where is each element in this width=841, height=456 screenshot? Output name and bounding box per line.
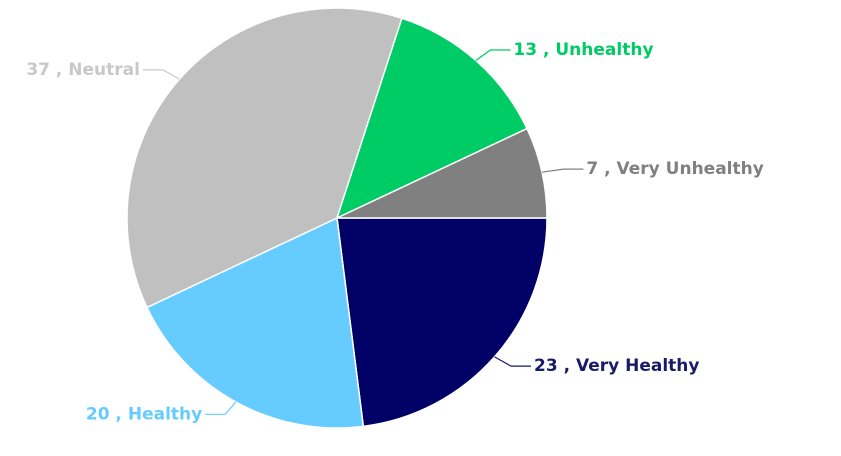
data-label: 13 , Unhealthy: [513, 40, 653, 60]
data-label: 20 , Healthy: [86, 404, 202, 424]
data-label: 7 , Very Unhealthy: [586, 159, 763, 179]
data-label: 37 , Neutral: [26, 60, 140, 80]
pie-slice: [335, 17, 529, 220]
leader-line: [142, 69, 180, 80]
leader-line: [494, 356, 532, 367]
pie-slice: [336, 217, 548, 428]
data-label: 23 , Very Healthy: [534, 356, 699, 376]
leader-line: [541, 168, 584, 173]
leader-line: [205, 401, 237, 415]
pie-slice: [126, 7, 403, 309]
leader-line: [475, 49, 511, 61]
